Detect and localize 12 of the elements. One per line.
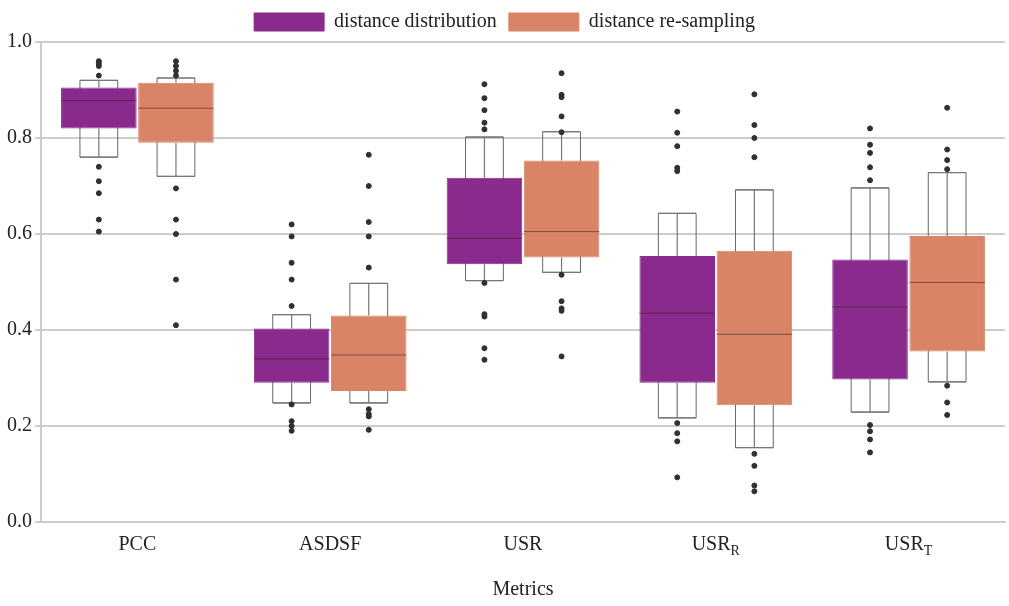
y-tick-label: 0.2	[7, 413, 32, 436]
x-axis-title: Metrics	[492, 577, 554, 600]
x-tick-label: ASDSF	[299, 532, 362, 554]
y-tick-label: 0.6	[7, 221, 32, 244]
x-tick-label: PCC	[118, 532, 157, 554]
legend-label: distance distribution	[334, 9, 497, 32]
y-tick-label: 0.8	[7, 125, 32, 148]
y-tick-label: 0.4	[7, 317, 32, 340]
legend-label: distance re-sampling	[588, 9, 755, 33]
y-tick-label: 1.0	[7, 29, 32, 52]
y-tick-label: 0.0	[7, 509, 32, 532]
x-tick-label: USR	[503, 532, 544, 554]
